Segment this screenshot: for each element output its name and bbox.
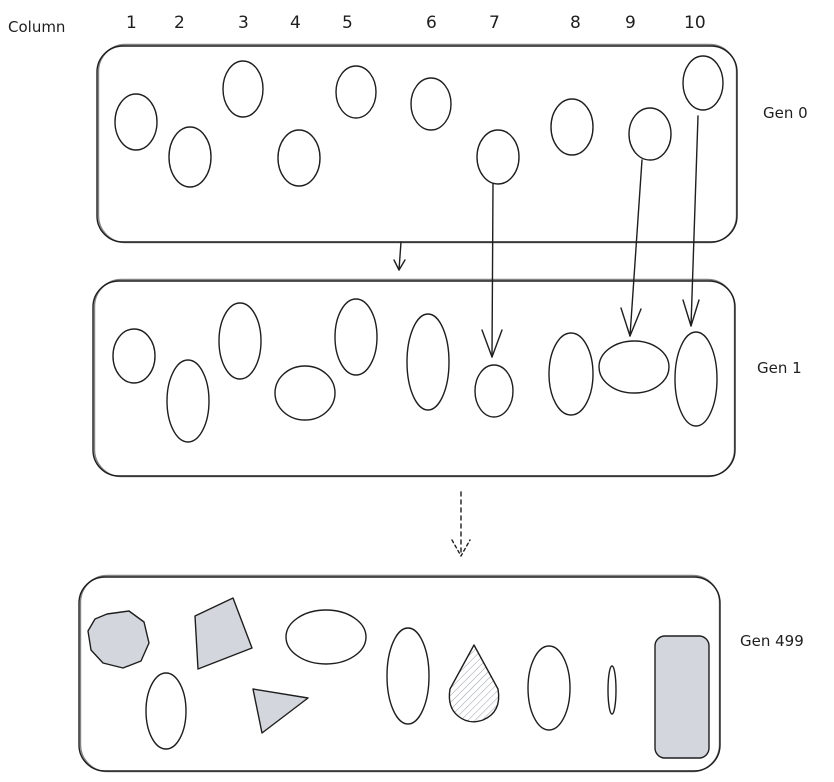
column-label-2: 2 xyxy=(174,13,185,33)
lineage-arrow-7 xyxy=(481,183,503,358)
arrow-head xyxy=(481,329,503,358)
arrow-head xyxy=(451,539,471,557)
generation-arrow-1-499 xyxy=(451,491,471,557)
arrow-shaft xyxy=(491,183,494,358)
gen-1-container xyxy=(92,278,736,478)
gen-499-individual-1 xyxy=(87,610,150,669)
gen-0-individual-8 xyxy=(550,98,594,156)
gen-0-individual-9 xyxy=(628,107,672,161)
gen-499-individual-8 xyxy=(527,645,571,731)
gen-1-individual-10 xyxy=(674,331,718,427)
gen-1-individual-2 xyxy=(166,359,210,443)
gen-0-individual-5 xyxy=(335,65,377,119)
gen-1-individual-7 xyxy=(474,364,514,418)
column-label-10: 10 xyxy=(684,13,706,33)
gen-0-box-sketch xyxy=(97,43,738,244)
gen-0-container xyxy=(96,43,738,244)
column-label-8: 8 xyxy=(570,13,581,33)
column-label-7: 7 xyxy=(489,13,500,33)
gen-499-individual-7 xyxy=(448,644,500,723)
column-label-4: 4 xyxy=(290,13,301,33)
gen-0-individual-10 xyxy=(682,55,724,111)
arrow-head xyxy=(393,259,406,271)
gen-0-individual-3 xyxy=(222,60,264,118)
gen-499-box-sketch xyxy=(79,574,721,773)
column-label-5: 5 xyxy=(342,13,353,33)
arrow-shaft xyxy=(398,241,402,271)
gen-0-individual-6 xyxy=(410,77,452,131)
column-label-1: 1 xyxy=(126,13,137,33)
gen-499-individual-5 xyxy=(285,609,367,665)
gen-499-individual-10 xyxy=(654,635,710,759)
gen-499-container xyxy=(78,574,721,773)
column-label-6: 6 xyxy=(426,13,437,33)
arrow-shaft xyxy=(629,159,643,337)
arrow-head xyxy=(682,299,700,327)
gen-0-individual-1 xyxy=(114,93,158,151)
column-label-9: 9 xyxy=(625,13,636,33)
column-label-3: 3 xyxy=(238,13,249,33)
gen-0-individual-7 xyxy=(476,129,520,185)
gen-1-individual-9 xyxy=(598,340,670,394)
gen-499-individual-9 xyxy=(607,665,617,715)
arrow-head xyxy=(620,307,642,337)
gen-0-individual-4 xyxy=(277,129,321,187)
column-header-label: Column xyxy=(8,18,65,36)
gen-label-1: Gen 1 xyxy=(757,359,802,377)
gen-499-individual-2 xyxy=(145,672,187,750)
lineage-arrow-9 xyxy=(620,159,643,337)
gen-499-individual-3 xyxy=(194,597,253,670)
gen-1-individual-8 xyxy=(548,332,594,416)
gen-0-individual-2 xyxy=(168,126,212,188)
gen-1-individual-3 xyxy=(218,302,262,380)
column-labels: 1 2 3 4 5 6 7 8 9 10 xyxy=(126,13,706,33)
gen-499-individual-6 xyxy=(386,627,430,725)
gen-1-individual-6 xyxy=(406,313,450,411)
gen-label-499: Gen 499 xyxy=(740,632,804,650)
gen-label-0: Gen 0 xyxy=(763,104,808,122)
generation-arrow-0-1 xyxy=(393,241,406,271)
lineage-arrow-10 xyxy=(682,115,700,327)
gen-1-individual-5 xyxy=(334,298,378,376)
gen-499-individual-4 xyxy=(252,688,309,734)
gen-1-box-sketch xyxy=(93,278,736,478)
gen-1-individual-4 xyxy=(274,365,336,421)
gen-1-individual-1 xyxy=(112,328,156,384)
arrow-shaft xyxy=(690,115,699,327)
